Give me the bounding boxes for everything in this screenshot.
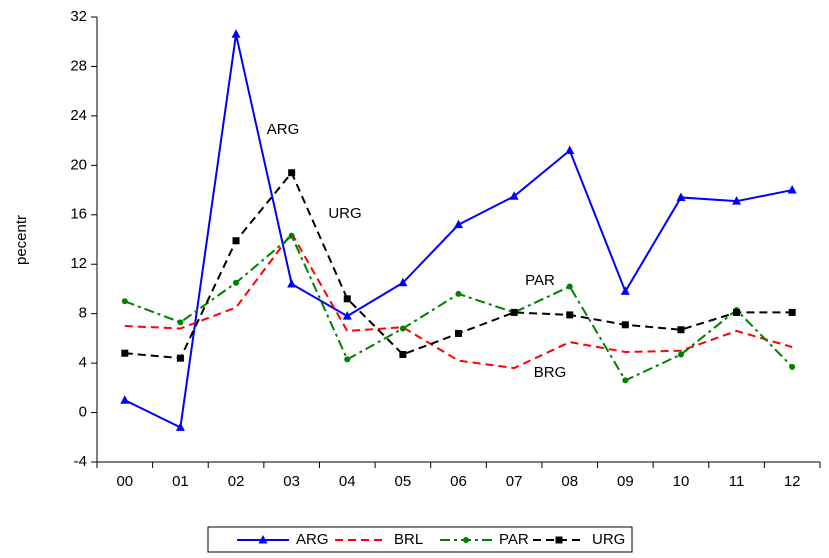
series-line	[124, 34, 793, 429]
x-tick-label: 07	[506, 473, 523, 490]
x-tick-label: 03	[283, 473, 300, 490]
point	[232, 237, 240, 245]
point	[732, 196, 742, 205]
point	[398, 277, 408, 287]
legend-label: URG	[592, 531, 625, 548]
x-tick-label: 10	[673, 473, 690, 490]
series-line	[124, 231, 793, 370]
point	[677, 351, 684, 358]
y-tick-label: 12	[70, 255, 87, 272]
point	[120, 395, 130, 404]
y-tick-label: 24	[70, 107, 87, 124]
x-tick-label: 11	[729, 473, 745, 490]
annotation: PAR	[525, 272, 555, 289]
point	[509, 191, 519, 200]
point	[621, 321, 629, 329]
point	[454, 219, 463, 229]
x-tick-label: 04	[339, 473, 356, 490]
point	[565, 145, 575, 154]
point	[566, 283, 573, 290]
point	[733, 308, 741, 316]
point	[455, 290, 462, 297]
point	[787, 185, 797, 194]
point	[788, 308, 796, 316]
point	[177, 319, 184, 326]
point	[175, 422, 185, 431]
y-axis-label: pecentr	[13, 215, 30, 265]
point	[121, 349, 129, 357]
series-line	[124, 234, 793, 382]
legend-label: ARG	[296, 531, 329, 548]
legend-label: BRL	[394, 531, 423, 548]
x-tick-label: 08	[561, 473, 578, 490]
point	[231, 29, 241, 38]
y-tick-label: 32	[70, 8, 87, 25]
y-tick-label: 28	[70, 57, 87, 74]
y-tick-label: 4	[79, 354, 87, 371]
x-tick-label: 06	[450, 473, 467, 490]
point	[342, 311, 352, 320]
point	[176, 354, 184, 362]
point	[121, 298, 128, 305]
point	[288, 232, 295, 239]
point	[343, 295, 351, 303]
legend-marker	[258, 535, 268, 544]
annotation: ARG	[267, 121, 300, 138]
point	[510, 308, 518, 316]
x-tick-label: 00	[116, 473, 133, 490]
legend-marker	[555, 536, 563, 544]
point	[566, 311, 574, 319]
y-tick-label: 0	[79, 404, 87, 421]
point	[287, 279, 297, 288]
x-tick-label: 05	[395, 473, 412, 490]
point	[233, 279, 240, 286]
point	[620, 286, 630, 295]
point	[399, 350, 407, 358]
y-tick-label: 8	[79, 305, 87, 322]
point	[288, 169, 296, 177]
point	[676, 192, 686, 201]
x-tick-label: 02	[228, 473, 245, 490]
point	[399, 325, 406, 332]
legend-marker	[463, 537, 469, 543]
x-tick-label: 01	[172, 473, 189, 490]
point	[789, 363, 796, 370]
y-tick-label: -4	[74, 453, 87, 470]
x-tick-label: 09	[617, 473, 634, 490]
legend-label: PAR	[499, 531, 529, 548]
y-tick-label: 20	[70, 156, 87, 173]
point	[677, 326, 685, 334]
y-tick-label: 16	[70, 206, 87, 223]
point	[622, 377, 629, 384]
annotation: BRG	[534, 364, 567, 381]
x-tick-label: 12	[784, 473, 801, 490]
point	[455, 329, 462, 337]
point	[344, 356, 351, 363]
annotation: URG	[328, 205, 361, 222]
